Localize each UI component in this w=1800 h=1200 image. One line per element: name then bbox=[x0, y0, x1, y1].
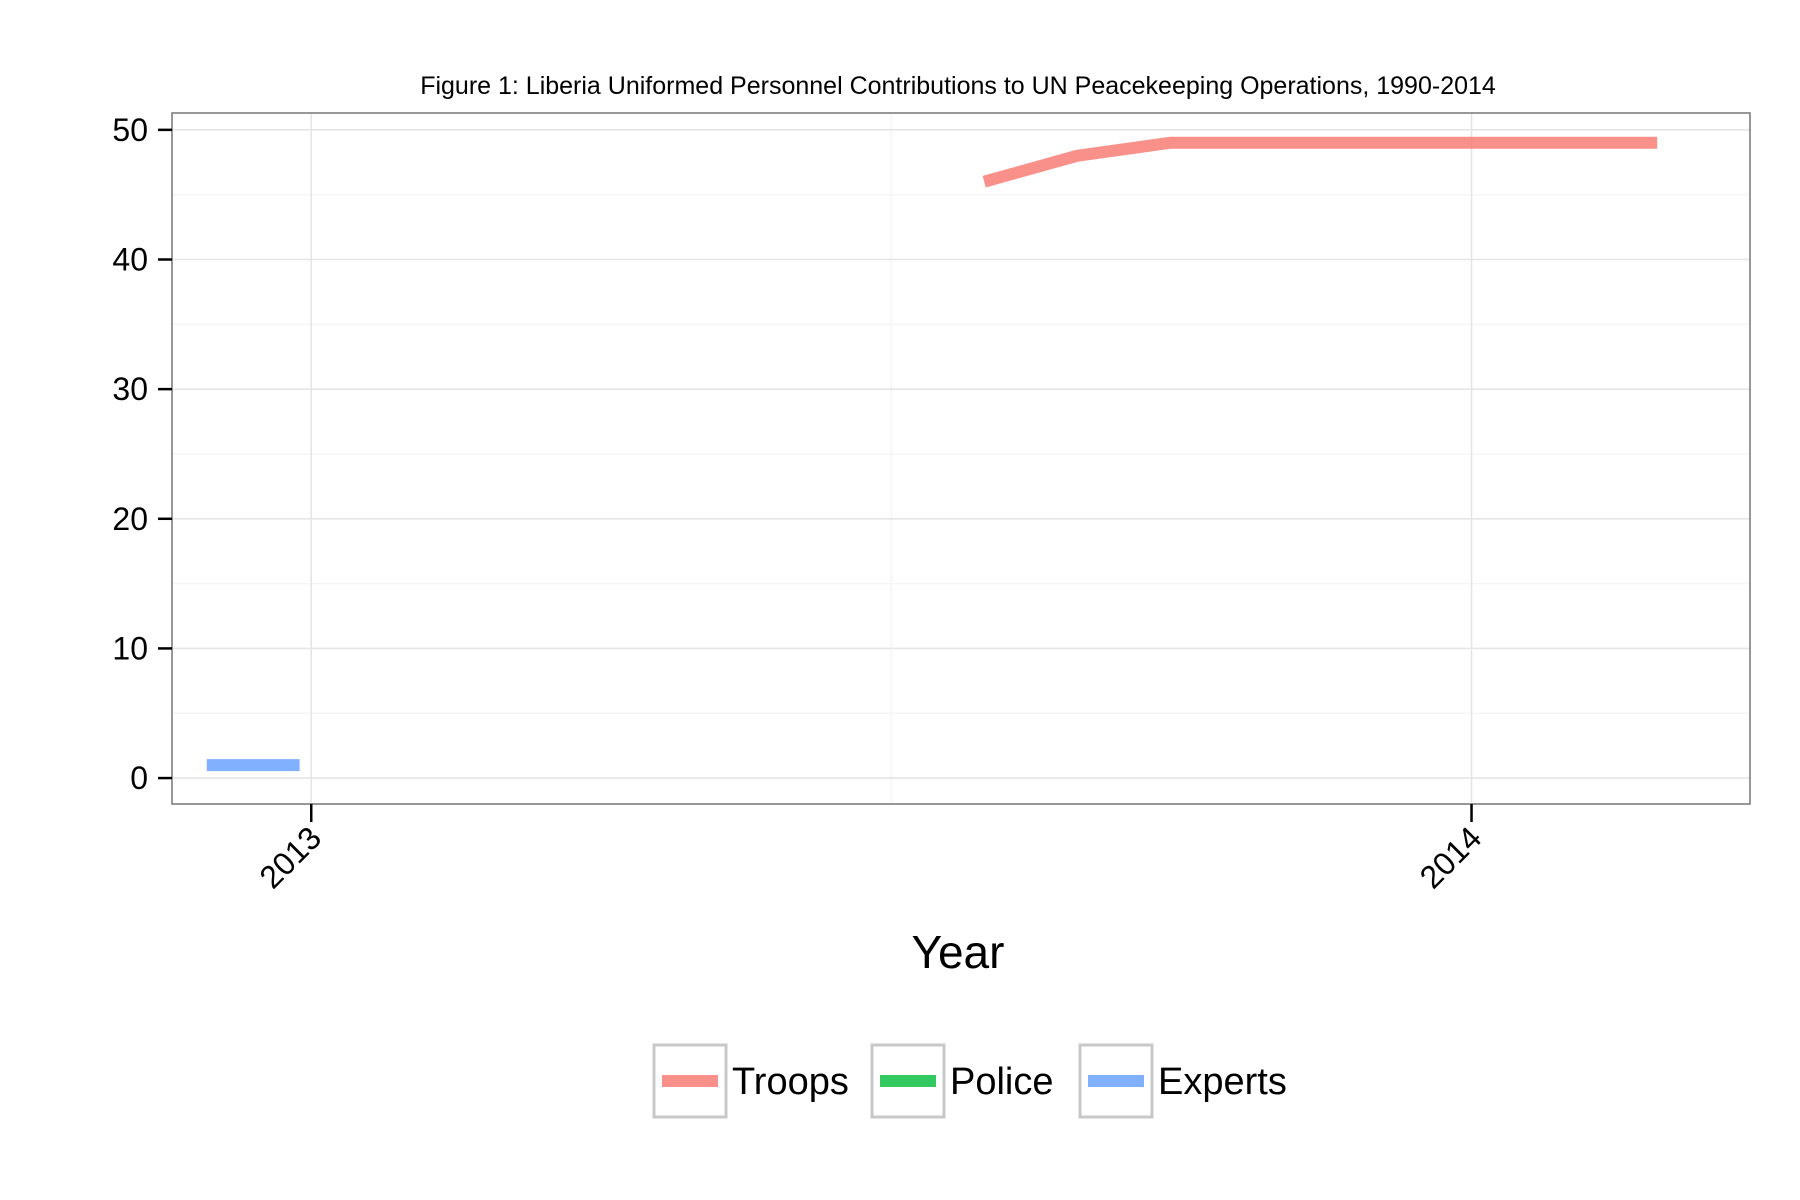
legend-label: Experts bbox=[1158, 1061, 1287, 1103]
chart-title: Figure 1: Liberia Uniformed Personnel Co… bbox=[420, 72, 1496, 100]
grid-minor bbox=[172, 113, 1750, 804]
series-line-troops bbox=[982, 136, 1658, 188]
x-axis-title: Year bbox=[912, 926, 1005, 978]
legend: Troops Police Experts bbox=[652, 1043, 1287, 1119]
y-axis: 0 10 20 30 40 50 bbox=[112, 112, 172, 796]
legend-item-troops: Troops bbox=[652, 1043, 849, 1119]
plot-background bbox=[172, 113, 1750, 804]
plot-border bbox=[171, 112, 1751, 805]
y-tick-label: 30 bbox=[112, 371, 148, 407]
x-tick-label: 2013 bbox=[252, 819, 328, 895]
x-axis: 2013 2014 bbox=[252, 804, 1488, 895]
plot-panel bbox=[171, 112, 1751, 805]
x-tick-label: 2014 bbox=[1413, 819, 1489, 895]
y-tick-label: 40 bbox=[112, 241, 148, 277]
legend-item-police: Police bbox=[870, 1043, 1054, 1119]
y-tick-label: 0 bbox=[130, 760, 148, 796]
legend-label: Troops bbox=[732, 1061, 849, 1103]
legend-item-experts: Experts bbox=[1078, 1043, 1287, 1119]
legend-label: Police bbox=[950, 1061, 1054, 1103]
series-layer bbox=[206, 136, 1658, 772]
grid-major bbox=[172, 113, 1750, 804]
y-tick-label: 10 bbox=[112, 630, 148, 666]
y-tick-label: 20 bbox=[112, 501, 148, 537]
y-tick-label: 50 bbox=[112, 112, 148, 148]
